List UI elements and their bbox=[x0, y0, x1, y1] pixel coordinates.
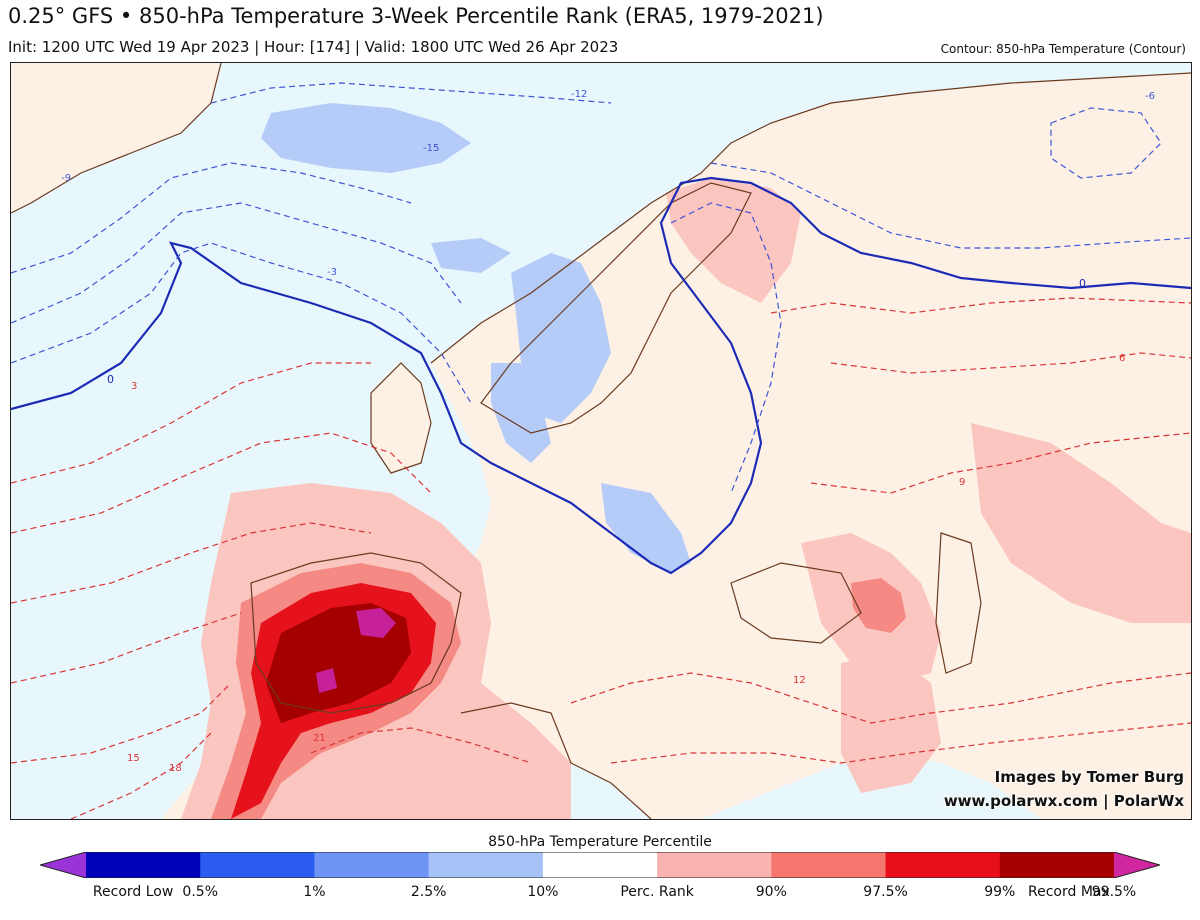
contour-label-zero-east: 0 bbox=[1079, 277, 1086, 290]
contour-neg6-west bbox=[11, 202, 462, 324]
land-greenland bbox=[11, 63, 221, 213]
anomaly-10pct-poland bbox=[601, 483, 691, 573]
colorbar-tick-label: 99.5% bbox=[1091, 884, 1137, 900]
anomaly-97pct-caucasus bbox=[851, 578, 906, 633]
contour-neg9-west bbox=[11, 162, 412, 274]
colorbar-tick-label: Record Low bbox=[92, 884, 174, 900]
contour-neg3-west bbox=[11, 242, 472, 404]
contour-label-pos12: 12 bbox=[793, 675, 806, 686]
map-canvas bbox=[11, 63, 1191, 819]
anomaly-90pct-mideast bbox=[841, 653, 941, 793]
anomaly-10pct-north-sea bbox=[491, 363, 551, 463]
credit-website: www.polarwx.com | PolarWx bbox=[943, 792, 1184, 810]
colorbar-swatch bbox=[657, 852, 772, 878]
colorbar-swatch bbox=[314, 852, 430, 878]
anomaly-10pct-iceland-sea bbox=[261, 103, 471, 173]
anomaly-record-max-iberia bbox=[316, 608, 396, 693]
coastline-mediterranean bbox=[460, 702, 652, 819]
map-subtitle: Init: 1200 UTC Wed 19 Apr 2023 | Hour: [… bbox=[8, 38, 619, 56]
coastline-black-sea bbox=[730, 562, 862, 644]
contour-label-neg6: -6 bbox=[1145, 91, 1155, 102]
contour-label-neg9: -9 bbox=[61, 173, 71, 184]
contour-pos15-mideast bbox=[610, 722, 1191, 764]
contour-label-pos9: 9 bbox=[959, 477, 966, 488]
contour-label-neg3: -3 bbox=[327, 267, 337, 278]
contour-neg12-east bbox=[1050, 107, 1162, 179]
contour-neg6-east bbox=[710, 162, 1191, 249]
zero-isotherm bbox=[11, 176, 1191, 575]
coastline-iberia bbox=[250, 552, 462, 714]
map-panel: -12 -15 -9 -6 -3 0 0 3 6 9 12 15 18 21 bbox=[10, 62, 1192, 820]
contour-pos12-mideast bbox=[570, 672, 1191, 724]
land-europe-asia bbox=[421, 73, 1191, 819]
contour-label-pos21: 21 bbox=[313, 733, 326, 744]
coastline-scandinavia bbox=[480, 182, 752, 434]
contour-label-neg12: -12 bbox=[571, 89, 588, 100]
colorbar-tick-label: Record Max bbox=[1027, 884, 1110, 900]
coastline-europe bbox=[430, 72, 1191, 364]
contour-note: Contour: 850-hPa Temperature (Contour) bbox=[940, 42, 1186, 56]
contour-label-neg15: -15 bbox=[423, 143, 440, 154]
colorbar-swatch bbox=[771, 852, 887, 878]
colorbar-tick-label: 1% bbox=[303, 884, 326, 900]
contour-pos18-west bbox=[70, 732, 212, 819]
contour-neg6-ring bbox=[670, 202, 782, 494]
contour-pos6-west bbox=[11, 432, 432, 534]
colorbar-tick-label: 2.5% bbox=[410, 884, 447, 900]
anomaly-10pct-norway bbox=[511, 253, 611, 423]
colorbar-tick-label: 90% bbox=[755, 884, 787, 900]
contour-neg12-north bbox=[210, 82, 612, 104]
contour-pos21-africa bbox=[310, 727, 532, 764]
contour-label-pos18: 18 bbox=[169, 763, 182, 774]
legend-title: 850-hPa Temperature Percentile bbox=[488, 834, 712, 850]
contour-pos15-west bbox=[11, 682, 232, 764]
map-title: 0.25° GFS • 850-hPa Temperature 3-Week P… bbox=[8, 4, 824, 28]
contour-pos12-west bbox=[11, 612, 242, 684]
contour-pos6-east bbox=[830, 352, 1191, 374]
colorbar-swatch bbox=[86, 852, 201, 878]
colorbar-swatch bbox=[885, 852, 1001, 878]
colorbar-tick-label: 97.5% bbox=[863, 884, 908, 900]
colorbar-tick-label: Perc. Rank bbox=[620, 884, 694, 900]
anomaly-10pct-barents bbox=[431, 238, 511, 273]
colorbar-swatch bbox=[428, 852, 544, 878]
contour-pos3-east bbox=[770, 297, 1191, 314]
coastline-caspian bbox=[935, 532, 982, 674]
colorbar-swatch-record-max bbox=[1114, 852, 1160, 878]
contour-label-pos15: 15 bbox=[127, 753, 140, 764]
contour-label-zero-west: 0 bbox=[107, 373, 114, 386]
credit-author: Images by Tomer Burg bbox=[994, 768, 1184, 786]
contour-label-pos6: 6 bbox=[1119, 353, 1126, 364]
contour-pos9-east bbox=[810, 432, 1191, 494]
colorbar-tick-label: 10% bbox=[527, 884, 559, 900]
colorbar-swatch bbox=[542, 852, 658, 878]
colorbar-swatch bbox=[200, 852, 315, 878]
land-british-isles bbox=[371, 363, 431, 473]
colorbar-swatch bbox=[999, 852, 1115, 878]
contour-pos3-west bbox=[11, 362, 371, 484]
colorbar bbox=[40, 852, 1160, 878]
contour-pos9-west bbox=[11, 522, 372, 604]
colorbar-tick-label: 99% bbox=[984, 884, 1016, 900]
colorbar-swatch-record-low bbox=[40, 852, 86, 878]
colorbar-tick-label: 0.5% bbox=[182, 884, 219, 900]
contour-label-pos3: 3 bbox=[131, 381, 138, 392]
anomaly-90pct-asia bbox=[971, 423, 1191, 623]
